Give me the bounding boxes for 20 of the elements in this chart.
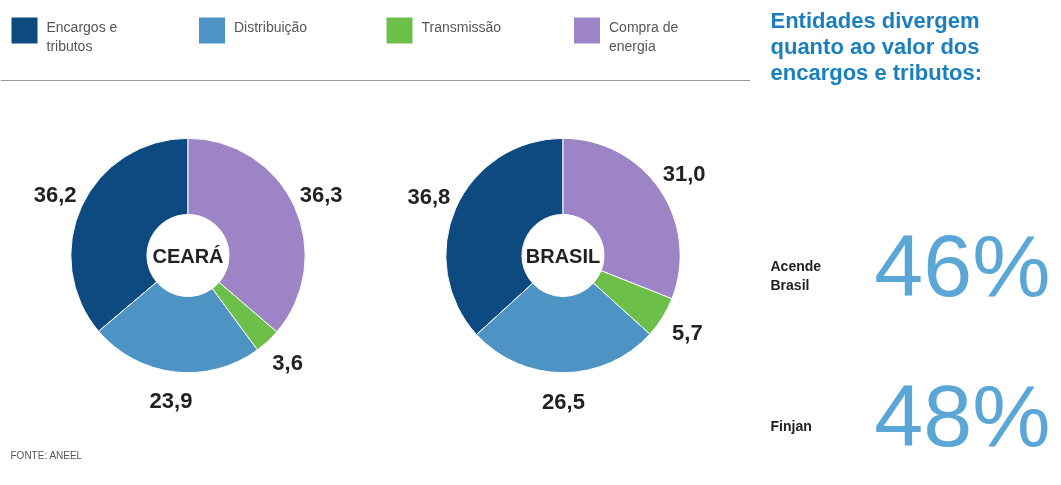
text: 46% bbox=[874, 216, 1051, 315]
slice-label: CEARÁ bbox=[152, 244, 224, 267]
data-label: 36,8 bbox=[407, 184, 451, 210]
legend-label: Distribuição bbox=[234, 18, 308, 35]
legend-label: Encargos e tributos bbox=[46, 18, 118, 54]
text: Finjan bbox=[770, 417, 812, 434]
data-label: 31,0 bbox=[662, 160, 706, 186]
data-label: 3,6 bbox=[272, 350, 303, 376]
legend-label: Compra de energia bbox=[609, 18, 679, 54]
data-label: 5,7 bbox=[672, 320, 703, 346]
data-label: 36,2 bbox=[33, 181, 77, 207]
legend-label: Transmissão bbox=[421, 18, 502, 35]
data-label: 36,3 bbox=[299, 181, 343, 207]
data-label: 23,9 bbox=[149, 388, 193, 414]
text: Acende Brasil bbox=[770, 257, 822, 294]
text: Entidades divergem quanto ao valor dos encargos e tributos: bbox=[770, 7, 982, 85]
source-note: FONTE: ANEEL bbox=[10, 450, 83, 461]
slice-label: BRASIL bbox=[525, 244, 601, 267]
data-label: 26,5 bbox=[542, 389, 585, 415]
text: 48% bbox=[874, 366, 1051, 465]
